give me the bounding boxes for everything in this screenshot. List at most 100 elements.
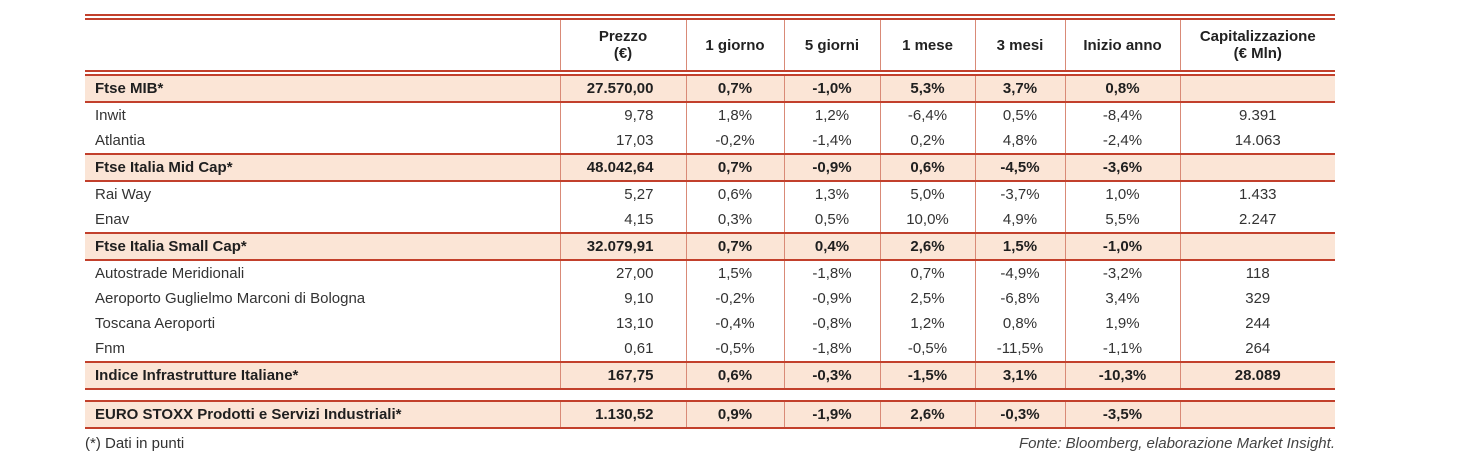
- value-cell: 0,5%: [974, 102, 1065, 128]
- column-header: Capitalizzazione (€ Mln): [1179, 14, 1335, 76]
- value-cell: -0,2%: [685, 128, 784, 154]
- row-label: Ftse MIB*: [85, 72, 560, 103]
- value-cell: 0,3%: [685, 207, 784, 233]
- value-cell: 4,9%: [974, 207, 1065, 233]
- value-cell: -11,5%: [974, 336, 1065, 362]
- value-cell: 28.089: [1179, 361, 1335, 390]
- stock-row: Autostrade Meridionali 27,00 1,5% -1,8% 0,7%…: [85, 260, 1335, 286]
- value-cell: 4,8%: [974, 128, 1065, 154]
- row-label: Ftse Italia Small Cap*: [85, 232, 560, 261]
- row-label: Rai Way: [95, 186, 152, 203]
- row-label: Fnm: [95, 340, 125, 357]
- value-cell: [1179, 232, 1335, 261]
- value-cell: 0,2%: [879, 128, 975, 154]
- value-cell: 4,15: [559, 207, 686, 233]
- column-header: 1 mese: [879, 14, 975, 76]
- value-cell: 5,5%: [1064, 207, 1180, 233]
- header-row: Prezzo (€) 1 giorno 5 giorni 1 mese 3 mesi In…: [85, 14, 1335, 76]
- value-cell: -0,2%: [685, 286, 784, 311]
- value-cell: 118: [1179, 260, 1335, 286]
- value-cell: [1179, 400, 1335, 429]
- value-cell: 0,8%: [974, 311, 1065, 336]
- value-cell: 0,6%: [879, 153, 975, 182]
- value-cell: 0,61: [559, 336, 686, 362]
- value-cell: [1179, 153, 1335, 182]
- value-cell: 0,4%: [783, 232, 880, 261]
- value-cell: 9,78: [559, 102, 686, 128]
- row-label: Atlantia: [95, 132, 146, 149]
- value-cell: -0,9%: [783, 153, 880, 182]
- value-cell: 1,3%: [783, 181, 880, 207]
- value-cell: -3,6%: [1064, 153, 1180, 182]
- value-cell: -0,5%: [685, 336, 784, 362]
- value-cell: 0,7%: [685, 153, 784, 182]
- row-label: Ftse Italia Mid Cap*: [85, 153, 560, 182]
- table-header: Prezzo (€) 1 giorno 5 giorni 1 mese 3 mesi In…: [85, 14, 1335, 76]
- value-cell: -1,9%: [783, 400, 880, 429]
- value-cell: 3,7%: [974, 72, 1065, 103]
- source-note: Fonte: Bloomberg, elaborazione Market In…: [1018, 435, 1335, 452]
- value-cell: 0,7%: [879, 260, 975, 286]
- value-cell: -0,3%: [783, 361, 880, 390]
- value-cell: 0,7%: [685, 232, 784, 261]
- index-row: Ftse Italia Mid Cap* 48.042,64 0,7% -0,9% 0,…: [85, 153, 1335, 182]
- table-footer: (*) Dati in punti Fonte: Bloomberg, elab…: [85, 435, 1335, 452]
- index-row: EURO STOXX Prodotti e Servizi Industrial…: [85, 400, 1335, 429]
- index-row: Indice Infrastrutture Italiane* 167,75 0,6…: [85, 361, 1335, 390]
- table-body: Ftse MIB* 27.570,00 0,7% -1,0% 5,3% 3,7% 0,8% I…: [85, 72, 1335, 429]
- row-label: Indice Infrastrutture Italiane*: [85, 361, 560, 390]
- value-cell: 1,5%: [685, 260, 784, 286]
- value-cell: -0,5%: [879, 336, 975, 362]
- value-cell: -8,4%: [1064, 102, 1180, 128]
- row-label: Autostrade Meridionali: [95, 265, 245, 282]
- value-cell: 9.391: [1179, 102, 1335, 128]
- stock-row: Rai Way 5,27 0,6% 1,3% 5,0% -3,7% 1,0% 1.433: [85, 181, 1335, 207]
- column-header: 5 giorni: [783, 14, 880, 76]
- value-cell: 27.570,00: [559, 72, 686, 103]
- row-label: Toscana Aeroporti: [95, 315, 216, 332]
- column-header: 1 giorno: [685, 14, 784, 76]
- value-cell: 2,5%: [879, 286, 975, 311]
- value-cell: 244: [1179, 311, 1335, 336]
- value-cell: 2.247: [1179, 207, 1335, 233]
- points-note: (*) Dati in punti: [85, 435, 185, 452]
- value-cell: 1,9%: [1064, 311, 1180, 336]
- value-cell: -1,5%: [879, 361, 975, 390]
- value-cell: 3,4%: [1064, 286, 1180, 311]
- value-cell: -3,2%: [1064, 260, 1180, 286]
- value-cell: -0,3%: [974, 400, 1065, 429]
- value-cell: 32.079,91: [559, 232, 686, 261]
- value-cell: 9,10: [559, 286, 686, 311]
- value-cell: 5,3%: [879, 72, 975, 103]
- market-table: Prezzo (€) 1 giorno 5 giorni 1 mese 3 mesi In…: [85, 14, 1335, 429]
- value-cell: -0,9%: [783, 286, 880, 311]
- value-cell: 17,03: [559, 128, 686, 154]
- spacer-row: [85, 389, 1335, 401]
- value-cell: 2,6%: [879, 232, 975, 261]
- name-column-header: [85, 14, 560, 76]
- value-cell: -0,4%: [685, 311, 784, 336]
- value-cell: 0,6%: [685, 181, 784, 207]
- stock-row: Inwit 9,78 1,8% 1,2% -6,4% 0,5% -8,4% 9.391: [85, 102, 1335, 128]
- value-cell: -4,5%: [974, 153, 1065, 182]
- value-cell: -2,4%: [1064, 128, 1180, 154]
- value-cell: 329: [1179, 286, 1335, 311]
- stock-row: Atlantia 17,03 -0,2% -1,4% 0,2% 4,8% -2,4% 14.0…: [85, 128, 1335, 154]
- value-cell: 167,75: [559, 361, 686, 390]
- value-cell: 1.130,52: [559, 400, 686, 429]
- value-cell: 0,7%: [685, 72, 784, 103]
- value-cell: 48.042,64: [559, 153, 686, 182]
- index-row: Ftse Italia Small Cap* 32.079,91 0,7% 0,4% 2…: [85, 232, 1335, 261]
- value-cell: 13,10: [559, 311, 686, 336]
- value-cell: -1,4%: [783, 128, 880, 154]
- value-cell: -1,8%: [783, 260, 880, 286]
- stock-row: Enav 4,15 0,3% 0,5% 10,0% 4,9% 5,5% 2.247: [85, 207, 1335, 233]
- value-cell: 1,2%: [783, 102, 880, 128]
- value-cell: 1.433: [1179, 181, 1335, 207]
- column-header: Inizio anno: [1064, 14, 1180, 76]
- stock-row: Fnm 0,61 -0,5% -1,8% -0,5% -11,5% -1,1% 264: [85, 336, 1335, 362]
- value-cell: 27,00: [559, 260, 686, 286]
- column-header: 3 mesi: [974, 14, 1065, 76]
- value-cell: 0,9%: [685, 400, 784, 429]
